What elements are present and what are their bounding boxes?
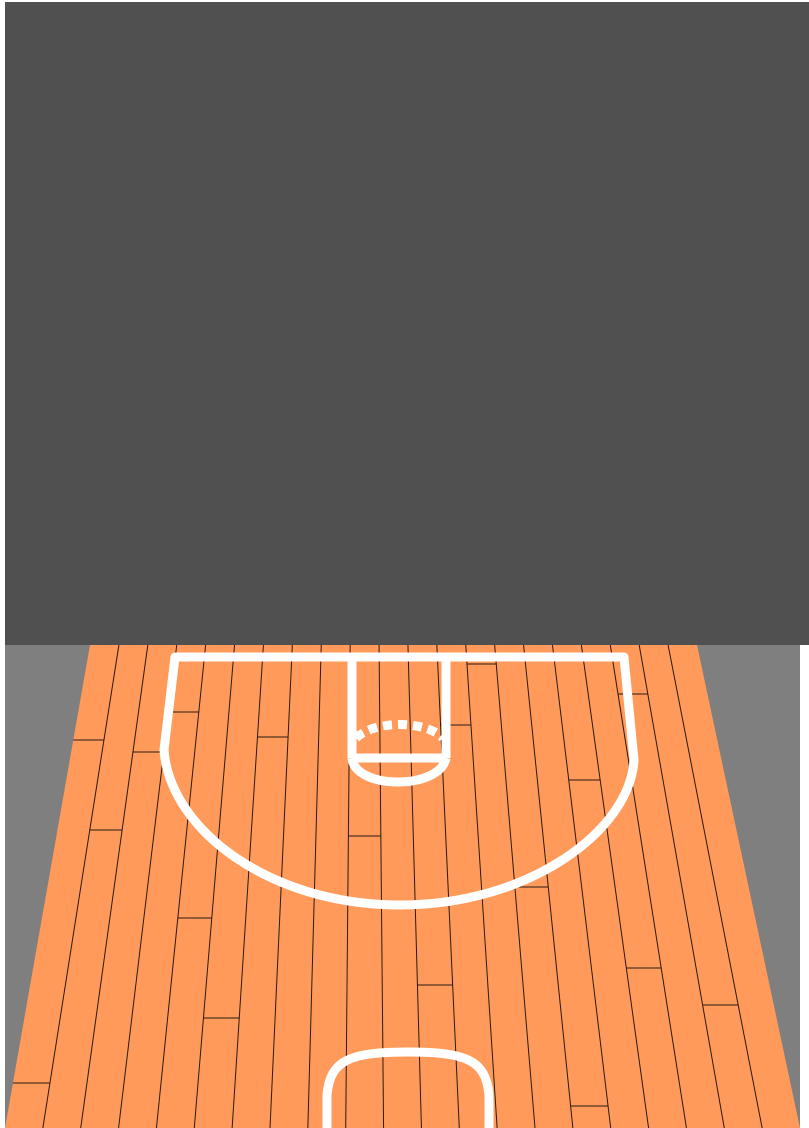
board-seam	[551, 644, 612, 1128]
board-seam	[307, 644, 322, 1128]
board-seam	[638, 644, 725, 1128]
center-circle-half	[322, 1047, 494, 1128]
board-seam	[155, 644, 207, 1128]
board-seam	[580, 644, 650, 1128]
board-seam	[609, 644, 687, 1128]
backboard-panel	[5, 2, 809, 645]
board-seam	[407, 644, 422, 1128]
board-seam	[193, 644, 236, 1128]
board-seam	[42, 644, 120, 1128]
board-seam	[465, 644, 498, 1128]
board-seam	[231, 644, 264, 1128]
free-throw-circle-dashed	[352, 720, 447, 742]
free-throw-circle-solid	[347, 756, 451, 787]
board-seam	[80, 644, 149, 1128]
three-point-line	[159, 652, 639, 910]
court-markings	[159, 652, 639, 1128]
board-seam	[378, 644, 385, 1128]
hardwood-floor[interactable]	[5, 645, 800, 1128]
free-throw-lane	[347, 659, 451, 763]
board-seam	[667, 644, 763, 1128]
